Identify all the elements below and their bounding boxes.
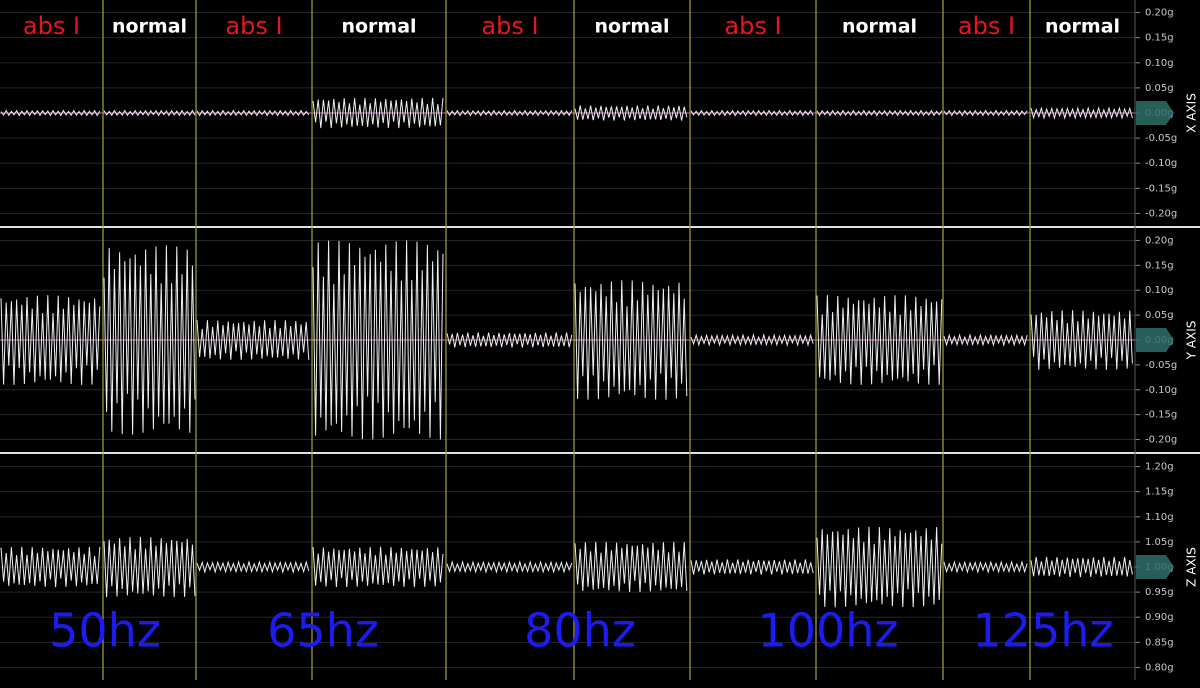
waveform <box>446 560 573 574</box>
y-tick-label: 0.15g <box>1145 260 1174 271</box>
segment-label: abs I <box>23 12 80 40</box>
axis-label: Z AXIS <box>1185 547 1199 587</box>
y-tick-label: 1.10g <box>1145 512 1174 523</box>
frequency-label: 50hz <box>49 604 161 658</box>
y-tick-label: 1.15g <box>1145 487 1174 498</box>
segment-label: normal <box>341 16 416 38</box>
frequency-label: 100hz <box>757 604 898 658</box>
waveform <box>446 332 573 348</box>
y-tick-label: 0.05g <box>1145 310 1174 321</box>
y-tick-label: 0.80g <box>1145 662 1174 673</box>
segment-label: abs I <box>225 12 282 40</box>
frequency-label: 65hz <box>267 604 379 658</box>
y-tick-label: 0.85g <box>1145 637 1174 648</box>
segment-label: abs I <box>481 12 538 40</box>
waveform <box>690 559 814 575</box>
y-tick-label: 0.20g <box>1145 8 1174 19</box>
waveform <box>690 109 814 117</box>
baseline-marker <box>1136 555 1174 579</box>
waveform <box>0 546 101 588</box>
y-tick-label: 1.05g <box>1145 537 1174 548</box>
y-tick-label: 0.90g <box>1145 612 1174 623</box>
y-tick-label: 0.10g <box>1145 285 1174 296</box>
frequency-label: 80hz <box>524 604 636 658</box>
waveform <box>0 109 101 117</box>
waveform <box>103 245 196 435</box>
waveform <box>574 105 688 121</box>
y-tick-label: -0.10g <box>1145 385 1177 396</box>
waveform <box>690 333 814 347</box>
y-tick-label: -0.20g <box>1145 435 1177 446</box>
waveform <box>312 546 444 588</box>
frequency-label: 125hz <box>972 604 1113 658</box>
segment-label: abs I <box>724 12 781 40</box>
y-tick-label: 0.20g <box>1145 235 1174 246</box>
y-tick-label: -0.05g <box>1145 360 1177 371</box>
segment-label: normal <box>842 16 917 38</box>
axis-label: Y AXIS <box>1185 321 1199 361</box>
waveform <box>943 333 1028 347</box>
baseline-marker <box>1136 328 1174 352</box>
waveform <box>196 560 310 574</box>
waveform <box>0 295 101 385</box>
waveform <box>103 536 196 598</box>
segment-label: normal <box>594 16 669 38</box>
waveform <box>446 109 573 117</box>
y-tick-label: 0.15g <box>1145 33 1174 44</box>
waveform <box>196 320 310 360</box>
waveform <box>103 109 196 117</box>
y-tick-label: -0.05g <box>1145 133 1177 144</box>
waveform <box>312 240 444 440</box>
waveform <box>816 526 943 608</box>
waveform <box>312 97 444 129</box>
y-tick-label: -0.15g <box>1145 410 1177 421</box>
waveform <box>943 109 1028 117</box>
waveform <box>574 541 688 593</box>
segment-label: normal <box>1045 16 1120 38</box>
waveform <box>816 109 943 117</box>
waveform <box>1030 310 1133 370</box>
y-tick-label: 0.10g <box>1145 58 1174 69</box>
y-tick-label: -0.20g <box>1145 208 1177 219</box>
waveform <box>943 560 1028 574</box>
axis-label: X AXIS <box>1185 93 1199 133</box>
segment-label: normal <box>112 16 187 38</box>
waveform <box>1030 106 1133 120</box>
waveform <box>196 109 310 117</box>
waveform <box>574 280 688 400</box>
y-tick-label: 1.20g <box>1145 462 1174 473</box>
segment-label: abs I <box>958 12 1015 40</box>
waveform <box>816 295 943 385</box>
y-tick-label: -0.10g <box>1145 158 1177 169</box>
waveform <box>1030 556 1133 578</box>
y-tick-label: 0.05g <box>1145 83 1174 94</box>
y-tick-label: 0.95g <box>1145 587 1174 598</box>
y-tick-label: -0.15g <box>1145 183 1177 194</box>
baseline-marker <box>1136 101 1174 125</box>
